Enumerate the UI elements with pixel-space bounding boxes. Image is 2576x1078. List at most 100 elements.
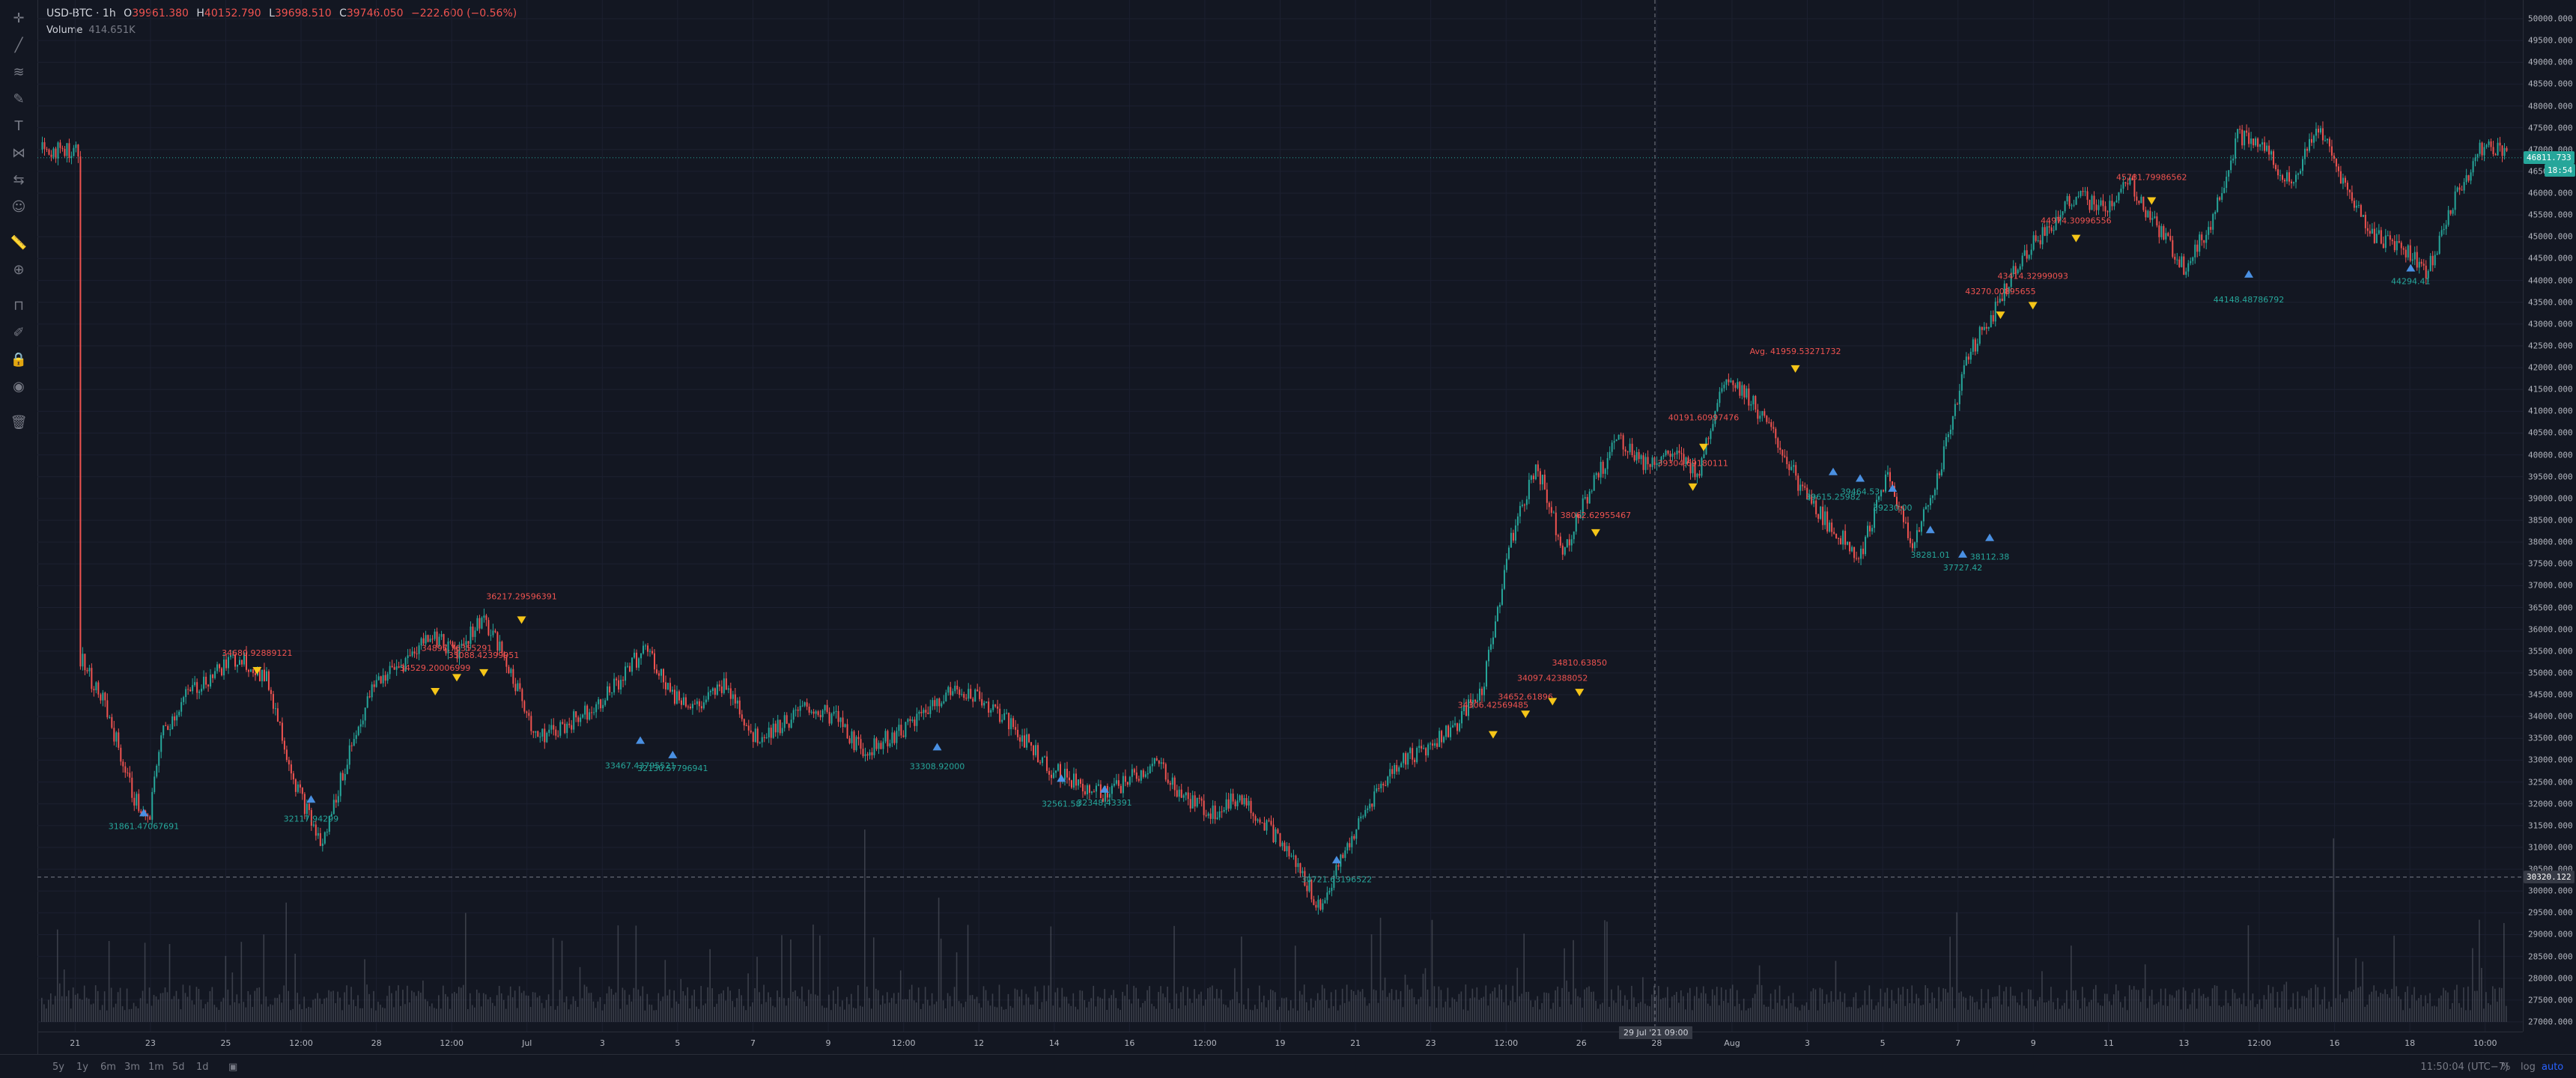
emoji-icon[interactable]: ☺ bbox=[11, 198, 26, 215]
candle-body bbox=[2136, 196, 2138, 201]
forecast-icon[interactable]: ⇆ bbox=[13, 171, 25, 188]
candle-body bbox=[568, 723, 571, 725]
pattern-icon[interactable]: ⋈ bbox=[12, 144, 25, 161]
volume-bar bbox=[1938, 987, 1939, 1022]
volume-bar bbox=[2148, 996, 2151, 1022]
candle-body bbox=[1169, 782, 1171, 785]
candle-body bbox=[887, 731, 889, 746]
candle-body bbox=[763, 737, 765, 738]
price-scale[interactable]: 50000.000 49500.000 49000.000 48500.000 4800… bbox=[2523, 0, 2576, 1032]
volume-bar bbox=[498, 985, 500, 1022]
time-scale[interactable]: 21 23 25 12:00 28 12:00 Jul 3 5 7 9 12:00 12 14 16 12:0… bbox=[37, 1032, 2523, 1055]
volume-bar bbox=[2283, 984, 2285, 1022]
trash-icon[interactable]: 🗑 bbox=[10, 414, 28, 430]
symbol-title[interactable]: USD-BTC · 1h bbox=[46, 7, 116, 19]
candle-body bbox=[1205, 814, 1207, 816]
candle-body bbox=[1128, 776, 1131, 785]
candle-body bbox=[1824, 511, 1826, 526]
date-range-icon[interactable]: ▣ bbox=[228, 1062, 238, 1073]
drawing-lock-icon[interactable]: ✐ bbox=[13, 324, 25, 341]
volume-bar bbox=[2218, 1005, 2220, 1022]
volume-bar bbox=[863, 829, 866, 1022]
volume-bar bbox=[1261, 1002, 1263, 1022]
volume-bar bbox=[1323, 988, 1325, 1022]
price-tick: 39000.000 bbox=[2528, 493, 2573, 504]
candle-body bbox=[750, 730, 752, 733]
volume-bar bbox=[657, 993, 660, 1022]
price-tick: 38000.000 bbox=[2528, 537, 2573, 547]
candle-body bbox=[445, 648, 447, 654]
range-button-1m[interactable]: 1m bbox=[148, 1062, 164, 1073]
volume-bar bbox=[581, 998, 583, 1022]
candle-body bbox=[1243, 798, 1245, 805]
clock-timezone[interactable]: 11:50:04 (UTC−7) bbox=[2420, 1062, 2509, 1073]
range-button-5d[interactable]: 5d bbox=[172, 1062, 185, 1073]
volume-bar bbox=[254, 990, 256, 1022]
text-icon[interactable]: T bbox=[14, 118, 23, 134]
candle-body bbox=[1480, 688, 1483, 695]
candle-body bbox=[812, 711, 815, 714]
range-button-1d[interactable]: 1d bbox=[196, 1062, 209, 1073]
volume-bar bbox=[2095, 984, 2097, 1022]
range-button-6m[interactable]: 6m bbox=[100, 1062, 116, 1073]
candle-body bbox=[1956, 404, 1958, 405]
auto-toggle[interactable]: auto bbox=[2542, 1062, 2564, 1073]
candle-body bbox=[2077, 196, 2080, 198]
candle-body bbox=[656, 669, 658, 674]
candle-body bbox=[174, 716, 176, 721]
candle-body bbox=[1364, 810, 1367, 817]
volume-bar bbox=[2017, 1002, 2018, 1022]
price-chart[interactable]: 34680.9288912134529.2000699934897.763552… bbox=[37, 0, 2523, 1032]
volume-bar bbox=[734, 1007, 735, 1022]
sell-marker bbox=[1591, 529, 1600, 537]
log-toggle[interactable]: log bbox=[2521, 1062, 2536, 1073]
range-button-3m[interactable]: 3m bbox=[124, 1062, 140, 1073]
candle-body bbox=[2364, 215, 2366, 228]
high-value: 40152.790 bbox=[204, 7, 261, 19]
volume-bar bbox=[274, 997, 276, 1022]
candle-body bbox=[243, 652, 246, 665]
volume-bar bbox=[1525, 992, 1527, 1022]
volume-bar bbox=[1361, 989, 1364, 1022]
candle-body bbox=[1479, 688, 1481, 701]
candle-body bbox=[1468, 699, 1470, 716]
range-button-5y[interactable]: 5y bbox=[52, 1062, 64, 1073]
volume-bar bbox=[1564, 948, 1565, 1022]
fib-icon[interactable]: ≋ bbox=[13, 64, 25, 80]
volume-bar bbox=[1350, 990, 1352, 1022]
percent-toggle[interactable]: % bbox=[2501, 1062, 2511, 1073]
crosshair-icon[interactable]: ✛ bbox=[13, 10, 25, 26]
candle-body bbox=[907, 719, 909, 722]
volume-bar bbox=[696, 1006, 698, 1022]
range-button-1y[interactable]: 1y bbox=[76, 1062, 88, 1073]
candle-body bbox=[505, 657, 508, 667]
candle-body bbox=[494, 630, 496, 633]
eye-icon[interactable]: ◉ bbox=[13, 378, 25, 395]
volume-bar bbox=[1409, 989, 1411, 1022]
magnet-icon[interactable]: ⊓ bbox=[13, 297, 25, 314]
brush-icon[interactable]: ✎ bbox=[13, 91, 25, 107]
candle-body bbox=[898, 725, 900, 731]
volume-bar bbox=[1460, 991, 1462, 1022]
ruler-icon[interactable]: 📏 bbox=[10, 234, 28, 251]
candle-body bbox=[2429, 255, 2431, 271]
candle-body bbox=[584, 705, 586, 715]
candle-body bbox=[1676, 450, 1678, 454]
candle-body bbox=[911, 719, 914, 721]
candle-body bbox=[1772, 427, 1775, 429]
volume-bar bbox=[727, 987, 729, 1022]
lock-icon[interactable]: 🔒 bbox=[10, 351, 28, 368]
volume-bar bbox=[1826, 994, 1828, 1022]
volume-bar bbox=[1275, 992, 1276, 1022]
volume-bar bbox=[407, 985, 408, 1022]
trend-line-icon[interactable]: ╱ bbox=[14, 37, 23, 53]
volume-bar bbox=[1644, 1003, 1646, 1022]
candle-body bbox=[2458, 187, 2461, 190]
zoom-icon[interactable]: ⊕ bbox=[13, 261, 25, 278]
volume-bar bbox=[795, 990, 796, 1022]
volume-bar bbox=[1671, 996, 1673, 1022]
volume-bar bbox=[913, 1000, 915, 1022]
volume-label[interactable]: Volume bbox=[46, 25, 83, 36]
candle-body bbox=[1171, 777, 1173, 785]
volume-bar bbox=[2157, 1002, 2160, 1022]
